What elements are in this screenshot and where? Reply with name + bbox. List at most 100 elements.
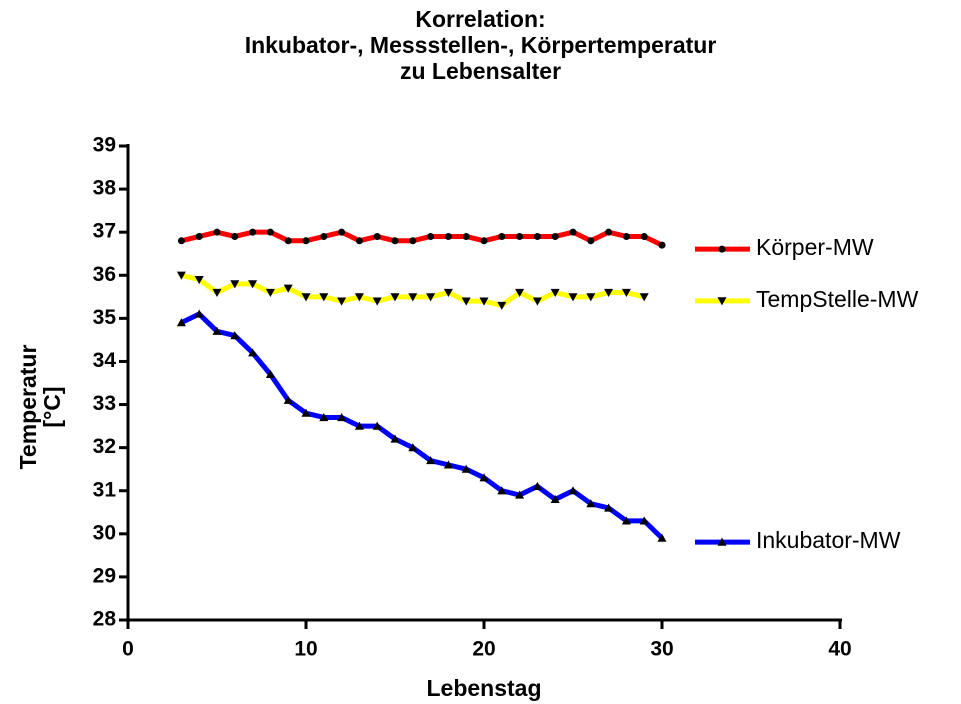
data-point <box>497 486 507 495</box>
data-point <box>639 516 649 525</box>
data-point <box>177 237 185 245</box>
y-tick-label: 32 <box>93 435 116 458</box>
data-point <box>176 318 186 327</box>
data-point <box>354 421 364 430</box>
data-point <box>212 288 222 298</box>
data-point <box>230 331 240 340</box>
data-point <box>390 293 400 302</box>
y-tick-label: 30 <box>93 521 116 544</box>
data-point <box>461 464 471 473</box>
data-point <box>621 516 631 525</box>
data-point <box>408 443 418 452</box>
data-point <box>301 293 311 302</box>
data-point <box>658 241 666 249</box>
data-point <box>213 228 221 236</box>
data-point <box>640 232 648 240</box>
chart-title: Korrelation: Inkubator-, Messstellen-, K… <box>244 6 717 84</box>
y-tick-label: 38 <box>93 177 117 200</box>
data-point <box>551 232 559 240</box>
legend-label: Inkubator-MW <box>756 527 901 553</box>
data-point <box>230 280 240 289</box>
legend-marker <box>717 297 727 306</box>
data-point <box>568 486 578 495</box>
x-tick-label: 40 <box>828 638 851 661</box>
data-point <box>372 421 382 430</box>
data-point <box>176 271 186 280</box>
data-point <box>479 297 489 306</box>
data-point <box>248 280 258 289</box>
data-point <box>301 408 311 417</box>
data-point <box>480 237 488 245</box>
y-tick-label: 34 <box>93 349 117 372</box>
data-point <box>427 232 435 240</box>
data-point <box>265 369 275 378</box>
data-point <box>212 326 222 335</box>
data-point <box>515 490 525 499</box>
data-point <box>338 228 346 236</box>
data-point <box>604 503 614 512</box>
data-point <box>390 434 400 443</box>
data-point <box>194 275 204 285</box>
data-point <box>231 232 239 240</box>
data-point <box>355 237 363 245</box>
legend-marker <box>718 245 726 253</box>
data-point <box>319 293 329 302</box>
y-tick-label: 33 <box>93 392 116 415</box>
y-axis-label: Temperatur [°C] <box>15 344 65 470</box>
data-point <box>443 288 453 298</box>
data-point <box>621 288 631 298</box>
data-point <box>497 301 507 310</box>
y-tick-label: 28 <box>93 608 117 631</box>
data-point <box>409 237 417 245</box>
data-point <box>550 494 560 503</box>
data-point <box>622 232 630 240</box>
data-point <box>283 284 293 293</box>
legend-label: Körper-MW <box>756 234 874 260</box>
y-tick-label: 31 <box>93 478 117 501</box>
data-point <box>479 473 489 482</box>
data-point <box>391 237 399 245</box>
x-tick-label: 30 <box>650 638 673 661</box>
y-tick-label: 37 <box>93 220 116 243</box>
data-point <box>586 293 596 302</box>
y-tick-label: 29 <box>93 564 116 587</box>
data-point <box>194 309 204 318</box>
series-line <box>180 311 664 540</box>
y-tick-label: 35 <box>93 306 117 329</box>
data-point <box>337 297 347 306</box>
data-point <box>266 228 274 236</box>
data-point <box>515 288 525 298</box>
data-point <box>195 232 203 240</box>
data-point <box>657 533 667 542</box>
data-point <box>462 232 470 240</box>
data-point <box>533 232 541 240</box>
data-point <box>461 297 471 306</box>
data-point <box>248 348 258 357</box>
y-tick-label: 36 <box>93 263 116 286</box>
y-tick-label: 39 <box>93 134 116 157</box>
data-point <box>532 297 542 306</box>
data-point <box>408 293 418 302</box>
data-point <box>372 297 382 306</box>
data-point <box>498 232 506 240</box>
data-point <box>337 412 347 422</box>
data-point <box>568 293 578 302</box>
data-point <box>284 237 292 245</box>
data-point <box>302 237 310 245</box>
x-axis-label: Lebenstag <box>426 675 541 701</box>
x-tick-label: 10 <box>294 638 317 661</box>
data-point <box>426 456 436 465</box>
data-point <box>569 228 577 236</box>
data-point <box>532 481 542 491</box>
x-tick-label: 20 <box>472 638 495 661</box>
data-point <box>639 293 649 302</box>
data-point <box>373 232 381 240</box>
legend-label: TempStelle-MW <box>756 286 919 312</box>
data-point <box>443 460 453 469</box>
data-point <box>249 228 257 236</box>
data-point <box>587 237 595 245</box>
data-point <box>444 232 452 240</box>
data-point <box>283 395 293 404</box>
